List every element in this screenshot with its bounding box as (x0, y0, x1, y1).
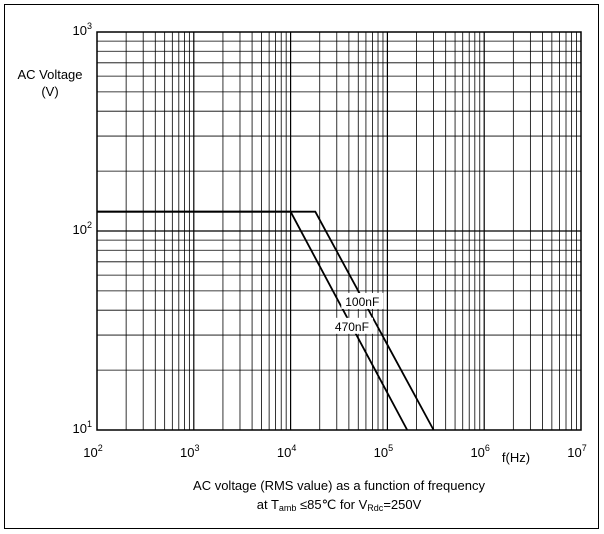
y-tick-base: 10 (73, 222, 87, 237)
y-tick-label: 103 (73, 21, 92, 38)
caption-line2: at Tamb ≤85℃ for VRdc=250V (257, 497, 422, 513)
x-tick-label: 104 (277, 443, 296, 460)
x-tick-exponent: 4 (291, 443, 296, 453)
caption-line2-sub2: Rdc (367, 503, 384, 513)
series-lines: 100nF 470nF (97, 210, 435, 431)
series-label-bg (330, 317, 373, 334)
x-tick-exponent: 2 (98, 443, 103, 453)
y-tick-exponent: 3 (87, 21, 92, 31)
x-tick-exponent: 5 (388, 443, 393, 453)
y-tick-label: 101 (73, 419, 92, 436)
caption-line2-part1: at T (257, 497, 279, 512)
x-tick-base: 10 (277, 445, 291, 460)
x-tick-base: 10 (567, 445, 581, 460)
x-tick-labels: 102 103 104 105 106 107 (83, 443, 586, 460)
y-axis-label-line1: AC Voltage (17, 67, 82, 82)
x-tick-base: 10 (470, 445, 484, 460)
x-tick-label: 105 (374, 443, 393, 460)
x-tick-label: 103 (180, 443, 199, 460)
x-tick-base: 10 (83, 445, 97, 460)
x-tick-label: 102 (83, 443, 102, 460)
y-tick-base: 10 (73, 421, 87, 436)
series-line-470nf (97, 210, 408, 431)
caption-line2-part3: =250V (383, 497, 421, 512)
x-tick-label: 106 (470, 443, 489, 460)
x-tick-base: 10 (374, 445, 388, 460)
grid (97, 32, 581, 430)
x-tick-exponent: 7 (582, 443, 587, 453)
series-label-100nf: 100nF (345, 295, 379, 309)
chart-frame (4, 4, 599, 529)
x-axis-label: f(Hz) (502, 450, 530, 465)
x-tick-exponent: 6 (485, 443, 490, 453)
x-tick-base: 10 (180, 445, 194, 460)
caption-line2-sub1: amb (279, 503, 297, 513)
y-tick-exponent: 2 (87, 220, 92, 230)
y-tick-label: 102 (73, 220, 92, 237)
series-label-bg (341, 292, 384, 309)
plot-area-border (96, 31, 582, 431)
caption-line2-part2: ≤85℃ for V (296, 497, 367, 512)
y-tick-exponent: 1 (87, 419, 92, 429)
x-tick-exponent: 3 (195, 443, 200, 453)
y-axis-label-line2: (V) (41, 84, 58, 99)
series-label-470nf: 470nF (335, 320, 369, 334)
x-tick-label: 107 (567, 443, 586, 460)
y-tick-base: 10 (73, 23, 87, 38)
caption-line1: AC voltage (RMS value) as a function of … (193, 478, 485, 493)
